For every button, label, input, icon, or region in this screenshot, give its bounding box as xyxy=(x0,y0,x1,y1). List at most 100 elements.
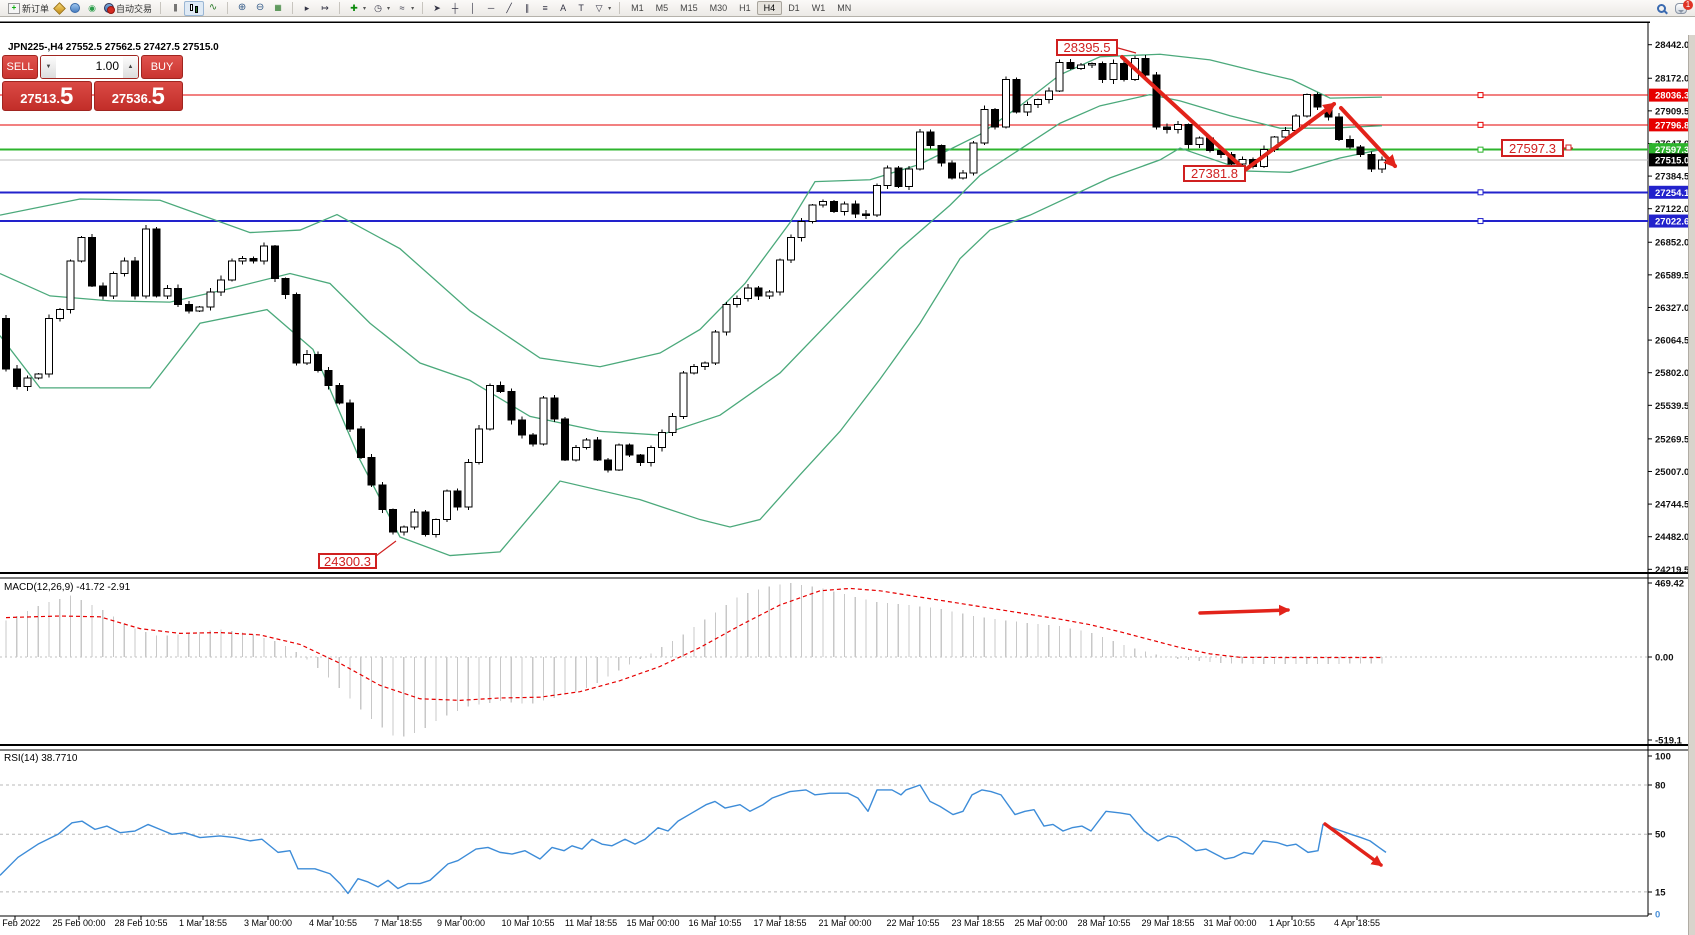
svg-text:24219.5: 24219.5 xyxy=(1655,565,1690,576)
svg-text:24744.5: 24744.5 xyxy=(1655,500,1690,511)
bar-chart-icon[interactable]: ||| xyxy=(173,3,177,12)
zoom-in-icon[interactable]: ⊕ xyxy=(237,2,247,13)
periods-clock-icon[interactable]: ◷ ▾ xyxy=(374,2,391,13)
timeframe-button-MN[interactable]: MN xyxy=(837,3,852,13)
timeframe-button-M5[interactable]: M5 xyxy=(655,3,669,13)
svg-text:25539.5: 25539.5 xyxy=(1655,401,1690,412)
timeframe-button-W1[interactable]: W1 xyxy=(811,3,826,13)
chart-shift-icon[interactable]: ↦ xyxy=(321,2,329,13)
timeframe-button-M15[interactable]: M15 xyxy=(680,3,698,13)
new-order-icon[interactable]: + 新订单 xyxy=(5,1,52,16)
svg-text:23 Mar 18:55: 23 Mar 18:55 xyxy=(951,918,1004,928)
svg-text:469.42: 469.42 xyxy=(1655,579,1684,590)
svg-text:25802.0: 25802.0 xyxy=(1655,368,1689,379)
signal-icon[interactable]: ◉ xyxy=(88,2,96,13)
volume-field[interactable]: 1.00 xyxy=(56,56,123,78)
line-chart-icon[interactable]: ∿ xyxy=(208,2,218,13)
sell-button[interactable]: SELL xyxy=(2,55,38,79)
dropdown-arrow-icon[interactable]: ▾ xyxy=(608,5,612,12)
candle-chart-icon[interactable] xyxy=(184,0,205,16)
svg-text:26852.0: 26852.0 xyxy=(1655,238,1689,249)
autotrade-icon[interactable]: 自动交易 xyxy=(101,1,155,16)
svg-text:4 Apr 18:55: 4 Apr 18:55 xyxy=(1334,918,1380,928)
new-chart-icon[interactable]: ✚ ▾ xyxy=(350,2,367,13)
chat-badge: 1 xyxy=(1683,0,1693,10)
right-scroll-strip[interactable] xyxy=(1688,35,1695,935)
timeframe-button-H1[interactable]: H1 xyxy=(739,3,751,13)
svg-text:27254.1: 27254.1 xyxy=(1655,188,1690,199)
rsi-indicator-label: RSI(14) 38.7710 xyxy=(4,753,78,764)
toolbar-item-label: 自动交易 xyxy=(116,3,153,14)
svg-text:9 Mar 00:00: 9 Mar 00:00 xyxy=(437,918,485,928)
svg-text:1 Apr 10:55: 1 Apr 10:55 xyxy=(1269,918,1315,928)
label-icon[interactable]: T xyxy=(578,2,584,13)
toolbar-item-label: 新订单 xyxy=(22,3,50,14)
svg-text:26589.5: 26589.5 xyxy=(1655,270,1690,281)
svg-text:28 Feb 10:55: 28 Feb 10:55 xyxy=(114,918,167,928)
zoom-out-icon[interactable]: ⊖ xyxy=(255,2,265,13)
svg-text:25007.0: 25007.0 xyxy=(1655,467,1689,478)
svg-text:15 Mar 00:00: 15 Mar 00:00 xyxy=(626,918,679,928)
chat-icon[interactable]: 1 xyxy=(1675,0,1693,14)
svg-text:28036.3: 28036.3 xyxy=(1655,91,1689,102)
fibonacci-icon[interactable]: ≡ xyxy=(542,2,548,13)
svg-text:27515.0: 27515.0 xyxy=(1655,155,1689,166)
toolbar-separator xyxy=(160,2,162,14)
price-annotation-box[interactable]: 27381.8 xyxy=(1183,165,1246,182)
dropdown-arrow-icon[interactable]: ▾ xyxy=(363,5,367,12)
ask-price-box[interactable]: 27536. 5 xyxy=(93,81,183,111)
vline-icon[interactable]: │ xyxy=(470,2,476,13)
bid-price-box[interactable]: 27513. 5 xyxy=(2,81,92,111)
toolbar-separator xyxy=(292,2,294,14)
timeframe-group: M1 M5 M15 M30 H1 H4 D1 W1 MN xyxy=(622,0,860,16)
svg-text:28 Mar 10:55: 28 Mar 10:55 xyxy=(1077,918,1130,928)
timeframe-button-D1[interactable]: D1 xyxy=(788,3,800,13)
svg-text:1 Mar 18:55: 1 Mar 18:55 xyxy=(179,918,227,928)
svg-text:0.00: 0.00 xyxy=(1655,653,1674,664)
svg-text:28172.0: 28172.0 xyxy=(1655,74,1689,85)
hline-icon[interactable]: ─ xyxy=(487,2,495,13)
volume-increase-button[interactable]: ▲ xyxy=(123,56,138,78)
chart-canvas[interactable]: 28442.028172.027909.527647.027384.527122… xyxy=(0,17,1695,935)
svg-text:100: 100 xyxy=(1655,752,1671,763)
dropdown-arrow-icon[interactable]: ▾ xyxy=(411,5,415,12)
timeframe-button-M1[interactable]: M1 xyxy=(631,3,644,13)
price-annotation-box[interactable]: 28395.5 xyxy=(1056,39,1118,56)
volume-stepper: ▼ 1.00 ▲ xyxy=(40,55,139,79)
shapes-icon[interactable]: ▽ ▾ xyxy=(595,2,612,13)
svg-text:29 Mar 18:55: 29 Mar 18:55 xyxy=(1141,918,1194,928)
autoscroll-icon[interactable]: ▸ xyxy=(304,2,310,13)
chart-window: 28442.028172.027909.527647.027384.527122… xyxy=(0,17,1695,935)
buy-button[interactable]: BUY xyxy=(141,55,183,79)
volume-decrease-button[interactable]: ▼ xyxy=(41,56,56,78)
tile-windows-icon[interactable]: ▦ xyxy=(274,3,282,12)
price-annotation-box[interactable]: 24300.3 xyxy=(318,553,377,569)
toolbar-group-trade: + 新订单 ◉ 自动交易 xyxy=(2,0,158,16)
indicators-icon[interactable]: ≈ ▾ xyxy=(399,2,415,13)
channel-icon[interactable]: ∥ xyxy=(524,2,530,13)
text-icon[interactable]: A xyxy=(560,2,567,13)
svg-text:15: 15 xyxy=(1655,888,1666,899)
svg-text:27122.0: 27122.0 xyxy=(1655,204,1689,215)
svg-text:17 Mar 18:55: 17 Mar 18:55 xyxy=(753,918,806,928)
trendline-icon[interactable]: ╱ xyxy=(506,2,512,13)
ask-price-big: 5 xyxy=(151,83,165,111)
ask-price-small: 27536. xyxy=(111,91,152,106)
search-icon[interactable] xyxy=(1655,3,1667,14)
timeframe-button-M30[interactable]: M30 xyxy=(709,3,728,13)
toolbar-group-scroll: ▸ ↦ xyxy=(295,0,337,16)
timeframe-button-H4[interactable]: H4 xyxy=(756,1,783,15)
svg-text:26064.5: 26064.5 xyxy=(1655,336,1690,347)
bid-price-small: 27513. xyxy=(20,91,60,106)
price-annotation-box[interactable]: 27597.3 xyxy=(1501,139,1564,157)
dropdown-arrow-icon[interactable]: ▾ xyxy=(387,5,391,12)
crosshair-icon[interactable]: ┼ xyxy=(451,2,459,13)
gold-icon[interactable] xyxy=(52,1,67,15)
svg-text:27796.8: 27796.8 xyxy=(1655,120,1689,131)
svg-text:-519.1: -519.1 xyxy=(1655,736,1683,747)
toolbar-separator xyxy=(422,2,424,14)
svg-text:4 Mar 10:55: 4 Mar 10:55 xyxy=(309,918,357,928)
profile-icon[interactable] xyxy=(67,2,83,14)
cursor-icon[interactable]: ➤ xyxy=(433,2,441,13)
svg-text:24482.0: 24482.0 xyxy=(1655,532,1689,543)
